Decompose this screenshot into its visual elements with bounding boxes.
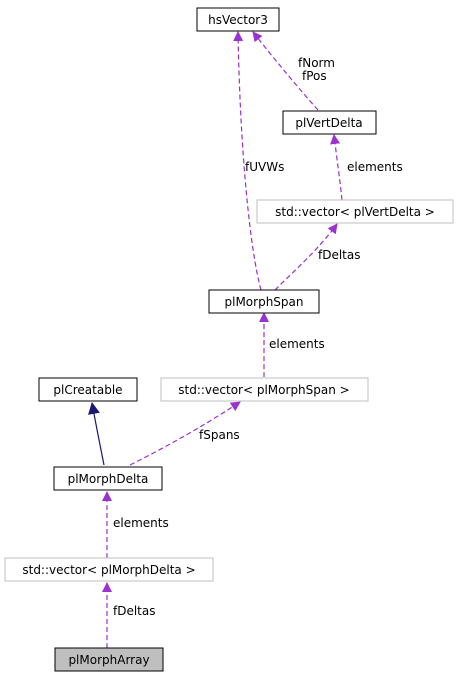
edge-label-elements-morphdelta: elements [113,516,169,530]
edge-label-elements-vertdelta: elements [347,160,403,174]
edge-fuvws [233,31,262,291]
node-label-plvertdelta: plVertDelta [295,116,362,130]
node-plmorphspan[interactable]: plMorphSpan [208,289,320,314]
edge-label-fuvws: fUVWs [245,160,284,174]
node-label-vector-plmorphspan: std::vector< plMorphSpan > [178,383,349,397]
edge-label-fdeltas-span: fDeltas [318,248,361,262]
node-vector-plvertdelta[interactable]: std::vector< plVertDelta > [256,199,454,224]
node-vector-plmorphdelta[interactable]: std::vector< plMorphDelta > [4,557,214,582]
edge-label-fdeltas-array: fDeltas [113,604,156,618]
edge-fdeltas-span [274,223,338,291]
edge-label-fspans: fSpans [199,428,240,442]
edge-inherits-plcreatable [88,402,105,466]
edge-elements-vertdelta [330,134,343,201]
node-label-vector-plvertdelta: std::vector< plVertDelta > [275,205,435,219]
node-plvertdelta[interactable]: plVertDelta [282,110,377,135]
edge-fspans [129,401,241,466]
node-label-plcreatable: plCreatable [53,383,122,397]
edge-label-fpos: fPos [302,69,327,83]
node-hsvector3[interactable]: hsVector3 [196,7,280,32]
edge-label-fnorm: fNorm [298,56,335,70]
node-vector-plmorphspan[interactable]: std::vector< plMorphSpan > [160,377,369,402]
node-label-hsvector3: hsVector3 [208,13,268,27]
edge-label-elements-span: elements [269,337,325,351]
edge-fnorm-fpos [252,31,319,111]
node-plcreatable[interactable]: plCreatable [38,377,138,402]
node-plmorpharray[interactable]: plMorphArray [54,647,164,672]
node-label-plmorphspan: plMorphSpan [225,295,304,309]
node-label-plmorphdelta: plMorphDelta [68,472,149,486]
node-label-vector-plmorphdelta: std::vector< plMorphDelta > [22,563,195,577]
node-label-plmorpharray: plMorphArray [68,653,149,667]
node-plmorphdelta[interactable]: plMorphDelta [53,466,163,491]
